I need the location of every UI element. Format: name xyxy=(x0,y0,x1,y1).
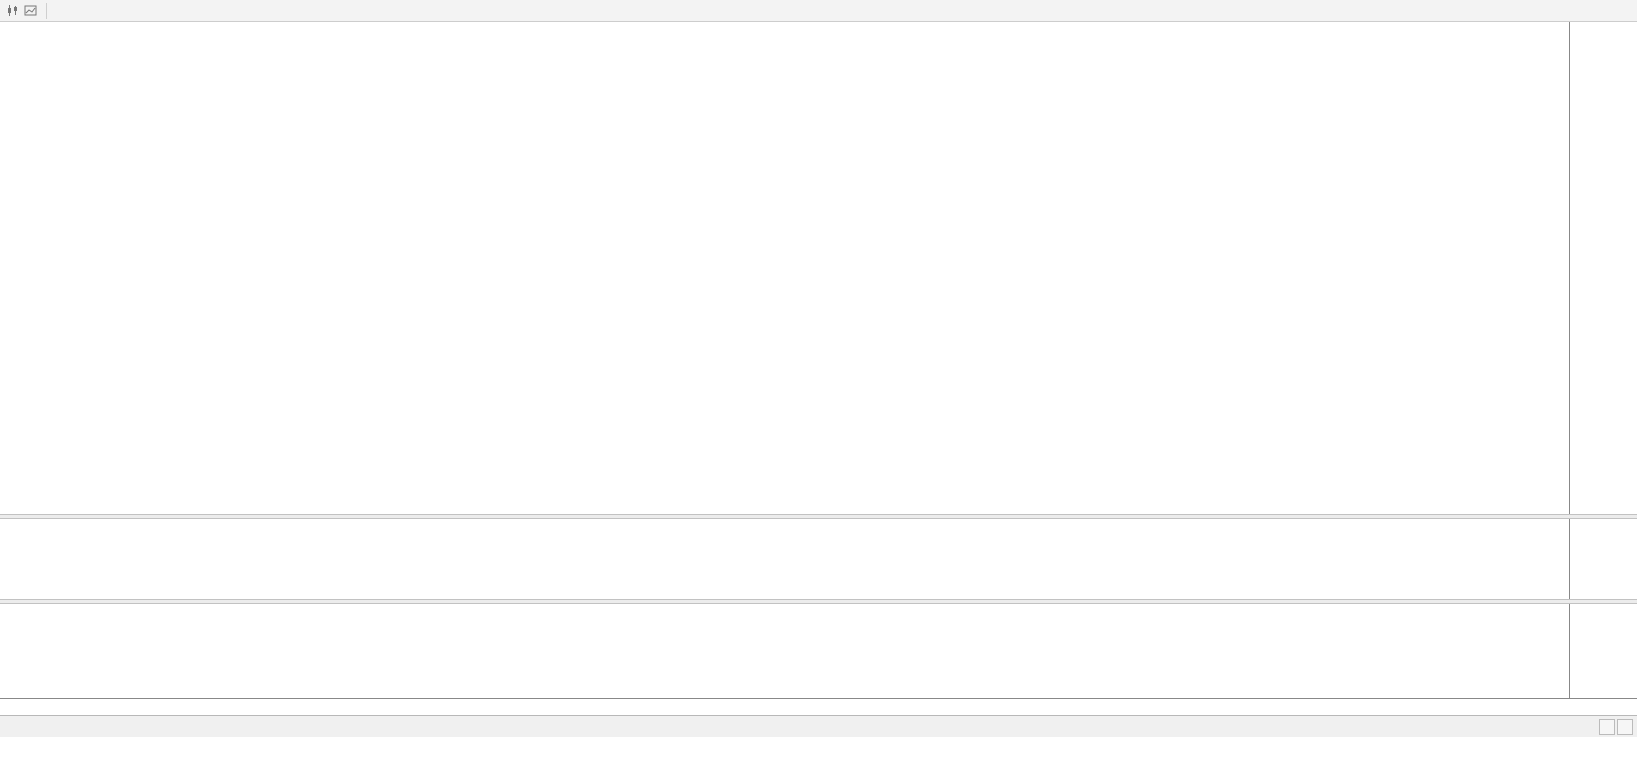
rsi-indicator-pane xyxy=(0,519,1637,599)
new-chart-button[interactable] xyxy=(4,2,22,20)
timeframe-toolbar xyxy=(0,0,1637,22)
line-chart-icon xyxy=(24,5,37,16)
chart-profile-button[interactable] xyxy=(22,2,40,20)
rsi-axis xyxy=(1569,519,1637,599)
macd-axis xyxy=(1569,604,1637,698)
scroll-tabs-right-button[interactable] xyxy=(1617,719,1633,735)
tab-scroll-controls xyxy=(1595,719,1637,737)
date-axis xyxy=(0,698,1637,715)
pane-resize-divider[interactable] xyxy=(0,599,1637,604)
rsi-canvas[interactable] xyxy=(0,519,1569,599)
chart-tabs-bar xyxy=(0,715,1637,737)
macd-canvas[interactable] xyxy=(0,604,1569,698)
price-chart-canvas[interactable] xyxy=(0,22,1569,514)
main-chart-pane xyxy=(0,22,1637,514)
pane-resize-divider[interactable] xyxy=(0,514,1637,519)
status-bar xyxy=(0,737,1637,772)
toolbar-separator xyxy=(46,2,47,19)
candlestick-chart-icon xyxy=(8,5,17,16)
price-axis xyxy=(1569,22,1637,514)
scroll-tabs-left-button[interactable] xyxy=(1599,719,1615,735)
macd-indicator-pane xyxy=(0,604,1637,698)
